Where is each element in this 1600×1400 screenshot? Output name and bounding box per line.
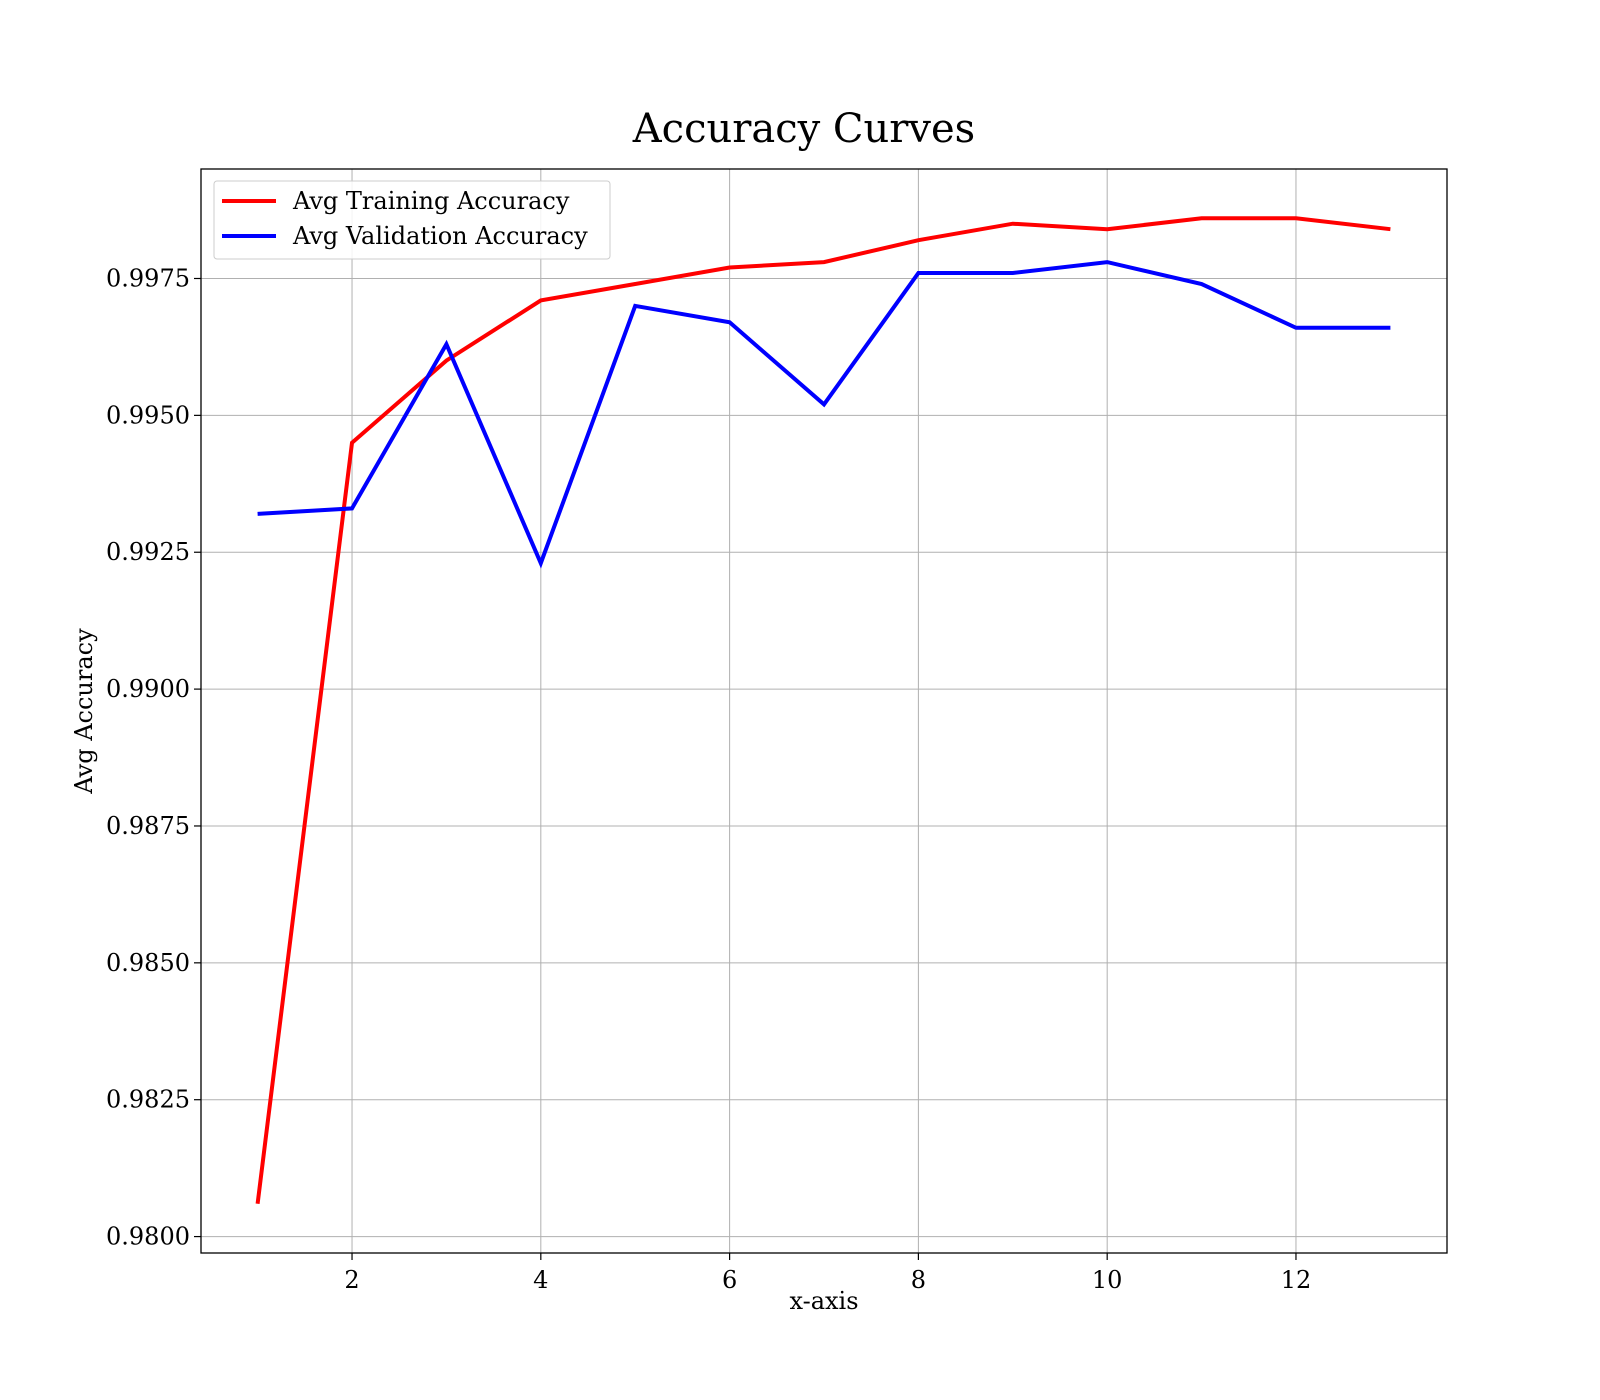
legend-box bbox=[213, 180, 611, 260]
data-point bbox=[1200, 216, 1204, 220]
data-point bbox=[1105, 260, 1109, 264]
data-point bbox=[1388, 326, 1392, 330]
axis-ticks: 2 4 6 8 10 12 0.9800 0.9825 0.9850 0.9875 0.9900 0.… bbox=[106, 264, 1311, 1294]
data-point bbox=[1011, 222, 1015, 226]
legend-label: Avg Validation Accuracy bbox=[292, 222, 588, 250]
data-point bbox=[350, 441, 354, 445]
data-point bbox=[633, 282, 637, 286]
y-tick-label: 0.9875 bbox=[106, 812, 190, 840]
x-tick-label: 10 bbox=[1092, 1266, 1123, 1294]
data-point bbox=[539, 298, 543, 302]
data-point bbox=[1294, 326, 1298, 330]
y-tick-label: 0.9925 bbox=[106, 538, 190, 566]
y-tick-label: 0.9800 bbox=[106, 1223, 190, 1251]
plot-series bbox=[255, 216, 1392, 1206]
data-point bbox=[256, 1202, 260, 1206]
data-point bbox=[539, 561, 543, 565]
data-point bbox=[256, 512, 260, 516]
chart-title: Accuracy Curves bbox=[632, 106, 975, 152]
data-point bbox=[1388, 227, 1392, 231]
legend: Avg Training Accuracy Avg Validation Accu… bbox=[213, 180, 611, 260]
x-tick-label: 6 bbox=[722, 1266, 737, 1294]
data-point bbox=[444, 359, 448, 363]
data-point bbox=[633, 304, 637, 308]
data-point bbox=[916, 271, 920, 275]
series-line-training bbox=[255, 216, 1391, 1204]
data-point bbox=[916, 238, 920, 242]
data-point bbox=[1011, 271, 1015, 275]
data-point bbox=[728, 320, 732, 324]
y-tick-label: 0.9950 bbox=[106, 401, 190, 429]
data-point bbox=[728, 266, 732, 270]
grid bbox=[201, 169, 1447, 1253]
y-axis-label: Avg Accuracy bbox=[70, 628, 98, 795]
x-tick-label: 4 bbox=[533, 1266, 548, 1294]
data-point bbox=[1105, 227, 1109, 231]
y-tick-label: 0.9900 bbox=[106, 675, 190, 703]
x-tick-label: 8 bbox=[911, 1266, 926, 1294]
data-point bbox=[444, 342, 448, 346]
data-point bbox=[350, 506, 354, 510]
y-tick-label: 0.9975 bbox=[106, 264, 190, 292]
series-line-validation bbox=[257, 260, 1391, 569]
data-point bbox=[1200, 282, 1204, 286]
data-point bbox=[822, 402, 826, 406]
x-axis-label: x-axis bbox=[789, 1287, 858, 1315]
plot-area-frame bbox=[200, 168, 1448, 1254]
x-tick-label: 12 bbox=[1281, 1266, 1312, 1294]
y-tick-label: 0.9850 bbox=[106, 949, 190, 977]
data-point bbox=[822, 260, 826, 264]
data-point bbox=[1294, 216, 1298, 220]
y-tick-label: 0.9825 bbox=[106, 1086, 190, 1114]
x-tick-label: 2 bbox=[344, 1266, 359, 1294]
legend-label: Avg Training Accuracy bbox=[292, 187, 570, 215]
